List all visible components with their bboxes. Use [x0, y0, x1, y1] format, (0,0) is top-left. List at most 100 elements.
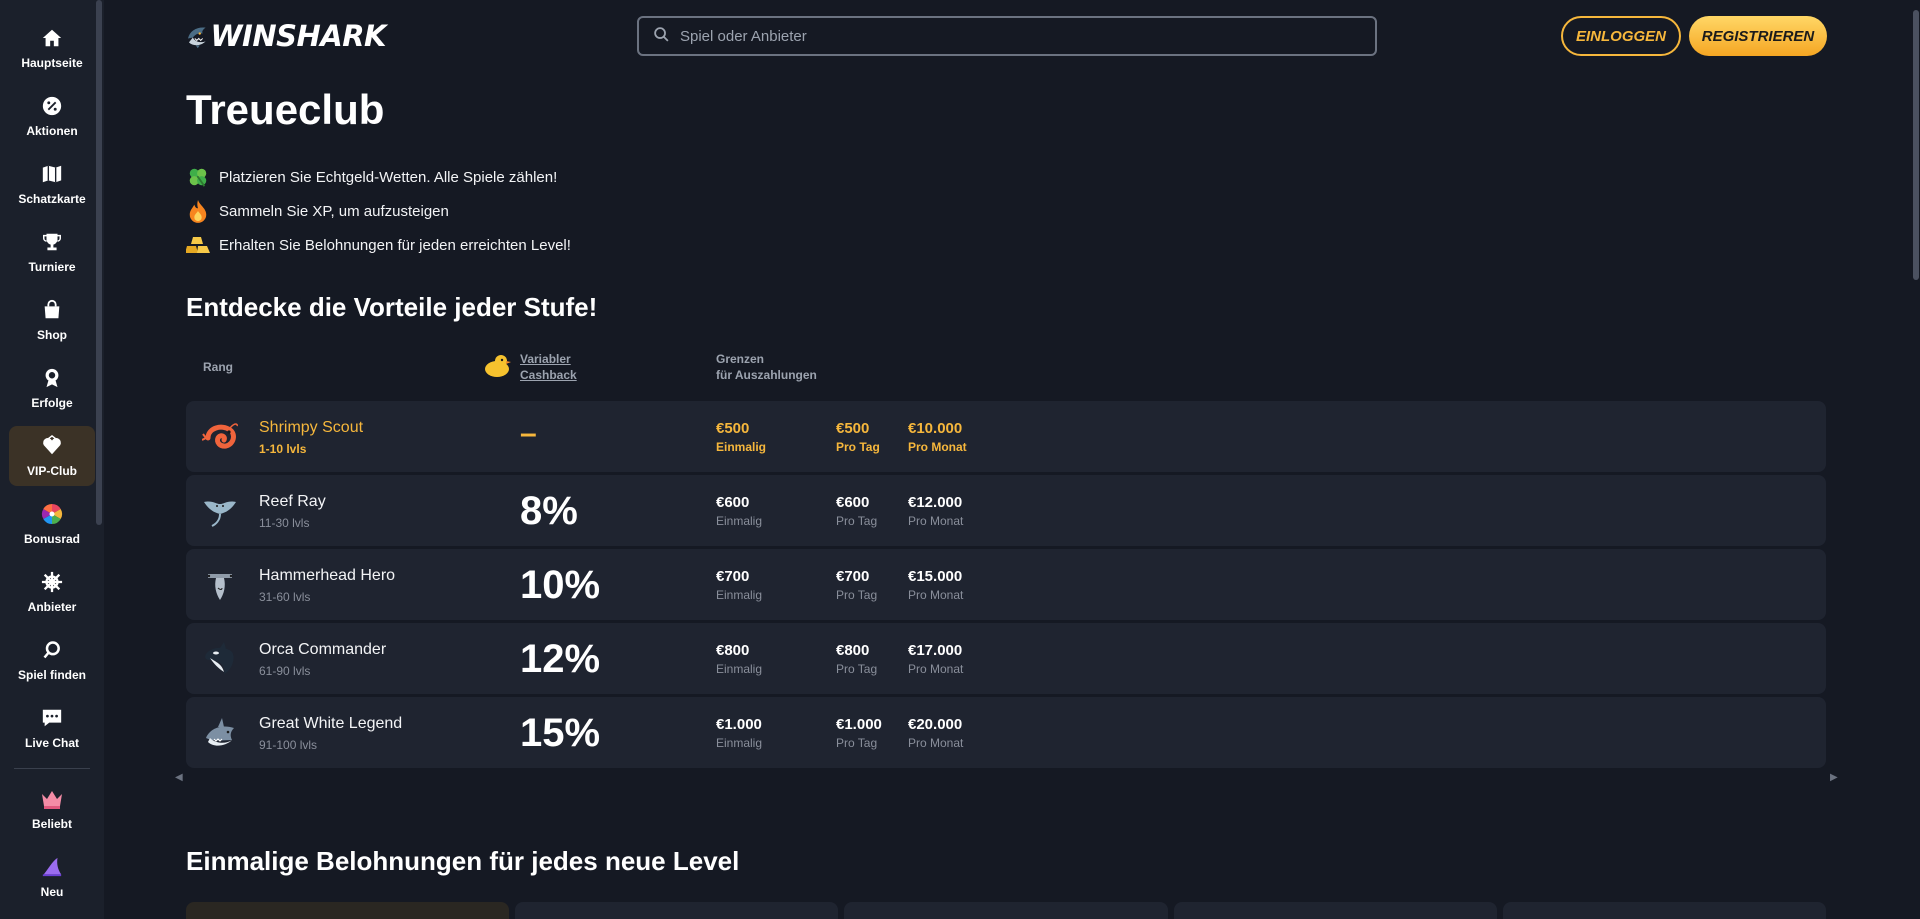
medal-icon [40, 366, 64, 390]
sidebar-item-label: Bonusrad [23, 532, 80, 546]
sidebar-item-anbieter[interactable]: Anbieter [9, 562, 95, 622]
search-icon [653, 26, 670, 47]
sidebar-item-hauptseite[interactable]: Hauptseite [9, 18, 95, 78]
reward-card[interactable] [186, 902, 510, 919]
rewards-title: Einmalige Belohnungen für jedes neue Lev… [186, 846, 740, 876]
sidebar-item-label: Neu [40, 885, 64, 899]
limit-once-label: Einmalig [716, 440, 767, 454]
limit-monthly-value: €12.000 [908, 494, 963, 511]
sidebar-item-label: Aktionen [26, 124, 78, 138]
orca-icon [202, 642, 238, 676]
login-button[interactable]: EINLOGGEN [1561, 16, 1681, 56]
crown-icon [40, 787, 64, 811]
intro-item: Platzieren Sie Echtgeld-Wetten. Alle Spi… [186, 160, 571, 194]
search-icon [40, 638, 64, 662]
tier-levels: 1-10 lvls [259, 442, 307, 456]
search-input[interactable] [680, 27, 1340, 45]
reward-card[interactable] [515, 902, 839, 919]
tier-table: Shrimpy Scout 1-10 lvls – €500 Einmalig … [186, 401, 1826, 771]
limit-daily-value: €1.000 [836, 716, 882, 733]
limit-daily-label: Pro Tag [836, 662, 878, 676]
sidebar-item-label: Schatzkarte [18, 192, 86, 206]
clover-icon [186, 165, 210, 189]
map-icon [40, 162, 64, 186]
register-button[interactable]: REGISTRIEREN [1689, 16, 1827, 56]
tier-name: Shrimpy Scout [259, 419, 364, 436]
hammerhead-icon [202, 568, 238, 602]
sidebar-item-schatzkarte[interactable]: Schatzkarte [9, 154, 95, 214]
limit-monthly-label: Pro Monat [908, 514, 964, 528]
logo[interactable]: WINSHARK [186, 8, 387, 64]
reward-card[interactable] [1502, 902, 1827, 919]
trophy-icon [40, 230, 64, 254]
cashback-header[interactable]: Variabler Cashback [520, 351, 577, 383]
intro-text: Platzieren Sie Echtgeld-Wetten. Alle Spi… [219, 168, 558, 186]
limit-once-value: €600 [716, 494, 750, 511]
sidebar-item-turniere[interactable]: Turniere [9, 222, 95, 282]
tier-table-header: Rang Variabler Cashback Grenzen für Ausz… [186, 350, 1826, 390]
cashback-header-line1: Variabler [520, 352, 571, 366]
sidebar-scrollbar[interactable] [96, 0, 102, 525]
limit-once: €600 Einmalig [716, 494, 762, 528]
shrimp-icon [201, 420, 238, 454]
tier-cashback: – [520, 417, 537, 450]
scroll-right-arrow-icon[interactable]: ▶ [1830, 772, 1838, 783]
sidebar-item-beliebt[interactable]: Beliebt [9, 779, 95, 839]
limit-monthly: €10.000 Pro Monat [908, 420, 967, 454]
sidebar-item-aktionen[interactable]: Aktionen [9, 86, 95, 146]
limit-daily-value: €600 [836, 494, 870, 511]
reward-cards [186, 902, 1827, 919]
sidebar-divider [14, 768, 90, 769]
fin-icon [40, 855, 64, 879]
limit-once: €500 Einmalig [716, 420, 766, 454]
sidebar-item-neu[interactable]: Neu [9, 847, 95, 907]
limits-header-line1: Grenzen [716, 352, 765, 366]
sidebar-item-spiel-finden[interactable]: Spiel finden [9, 630, 95, 690]
limit-monthly: €17.000 Pro Monat [908, 642, 963, 676]
tier-row: Reef Ray 11-30 lvls 8% €600 Einmalig €60… [186, 475, 1826, 546]
reward-card[interactable] [1173, 902, 1497, 919]
cashback-header-line2: Cashback [520, 368, 577, 382]
page-scrollbar-track[interactable] [1912, 0, 1920, 919]
tier-name: Reef Ray [259, 493, 326, 510]
intro-text: Erhalten Sie Belohnungen für jeden errei… [219, 236, 571, 254]
limit-daily: €700 Pro Tag [836, 568, 877, 602]
tier-levels: 11-30 lvls [259, 516, 310, 530]
limit-monthly-label: Pro Monat [908, 440, 967, 454]
intro-item: Sammeln Sie XP, um aufzusteigen [186, 194, 571, 228]
intro-list: Platzieren Sie Echtgeld-Wetten. Alle Spi… [186, 160, 571, 262]
sidebar-item-vip-club[interactable]: VIP-Club [9, 426, 95, 486]
sidebar-item-label: VIP-Club [27, 464, 77, 478]
shark-logo-icon [187, 27, 206, 49]
sidebar-item-label: Beliebt [31, 817, 72, 831]
page-scrollbar-thumb[interactable] [1913, 10, 1919, 280]
limit-daily: €600 Pro Tag [836, 494, 877, 528]
limit-once-value: €1.000 [716, 716, 762, 733]
home-icon [40, 26, 64, 50]
flame-icon [186, 199, 210, 223]
tier-row: Great White Legend 91-100 lvls 15% €1.00… [186, 697, 1826, 768]
limit-monthly: €15.000 Pro Monat [908, 568, 963, 602]
limit-daily: €500 Pro Tag [836, 420, 880, 454]
ray-icon [202, 494, 238, 528]
sidebar-item-shop[interactable]: Shop [9, 290, 95, 350]
limit-once-label: Einmalig [716, 514, 763, 528]
scroll-left-arrow-icon[interactable]: ◀ [175, 772, 183, 783]
tier-cashback: 15% [520, 711, 601, 755]
sidebar-item-erfolge[interactable]: Erfolge [9, 358, 95, 418]
benefits-title: Entdecke die Vorteile jeder Stufe! [186, 292, 598, 322]
sidebar-item-label: Live Chat [24, 736, 79, 750]
tier-name: Great White Legend [259, 715, 403, 732]
sidebar-item-live-chat[interactable]: Live Chat [9, 698, 95, 758]
tier-cashback: 8% [520, 489, 578, 533]
reward-card[interactable] [844, 902, 1168, 919]
sidebar-item-bonusrad[interactable]: Bonusrad [9, 494, 95, 554]
tier-name: Hammerhead Hero [259, 567, 396, 584]
page-title: Treueclub [186, 86, 385, 133]
search-box[interactable] [637, 16, 1377, 56]
limit-daily: €1.000 Pro Tag [836, 716, 882, 750]
chat-icon [40, 706, 64, 730]
limit-monthly-value: €20.000 [908, 716, 963, 733]
limit-once-label: Einmalig [716, 736, 763, 750]
rank-header: Rang [203, 360, 233, 374]
